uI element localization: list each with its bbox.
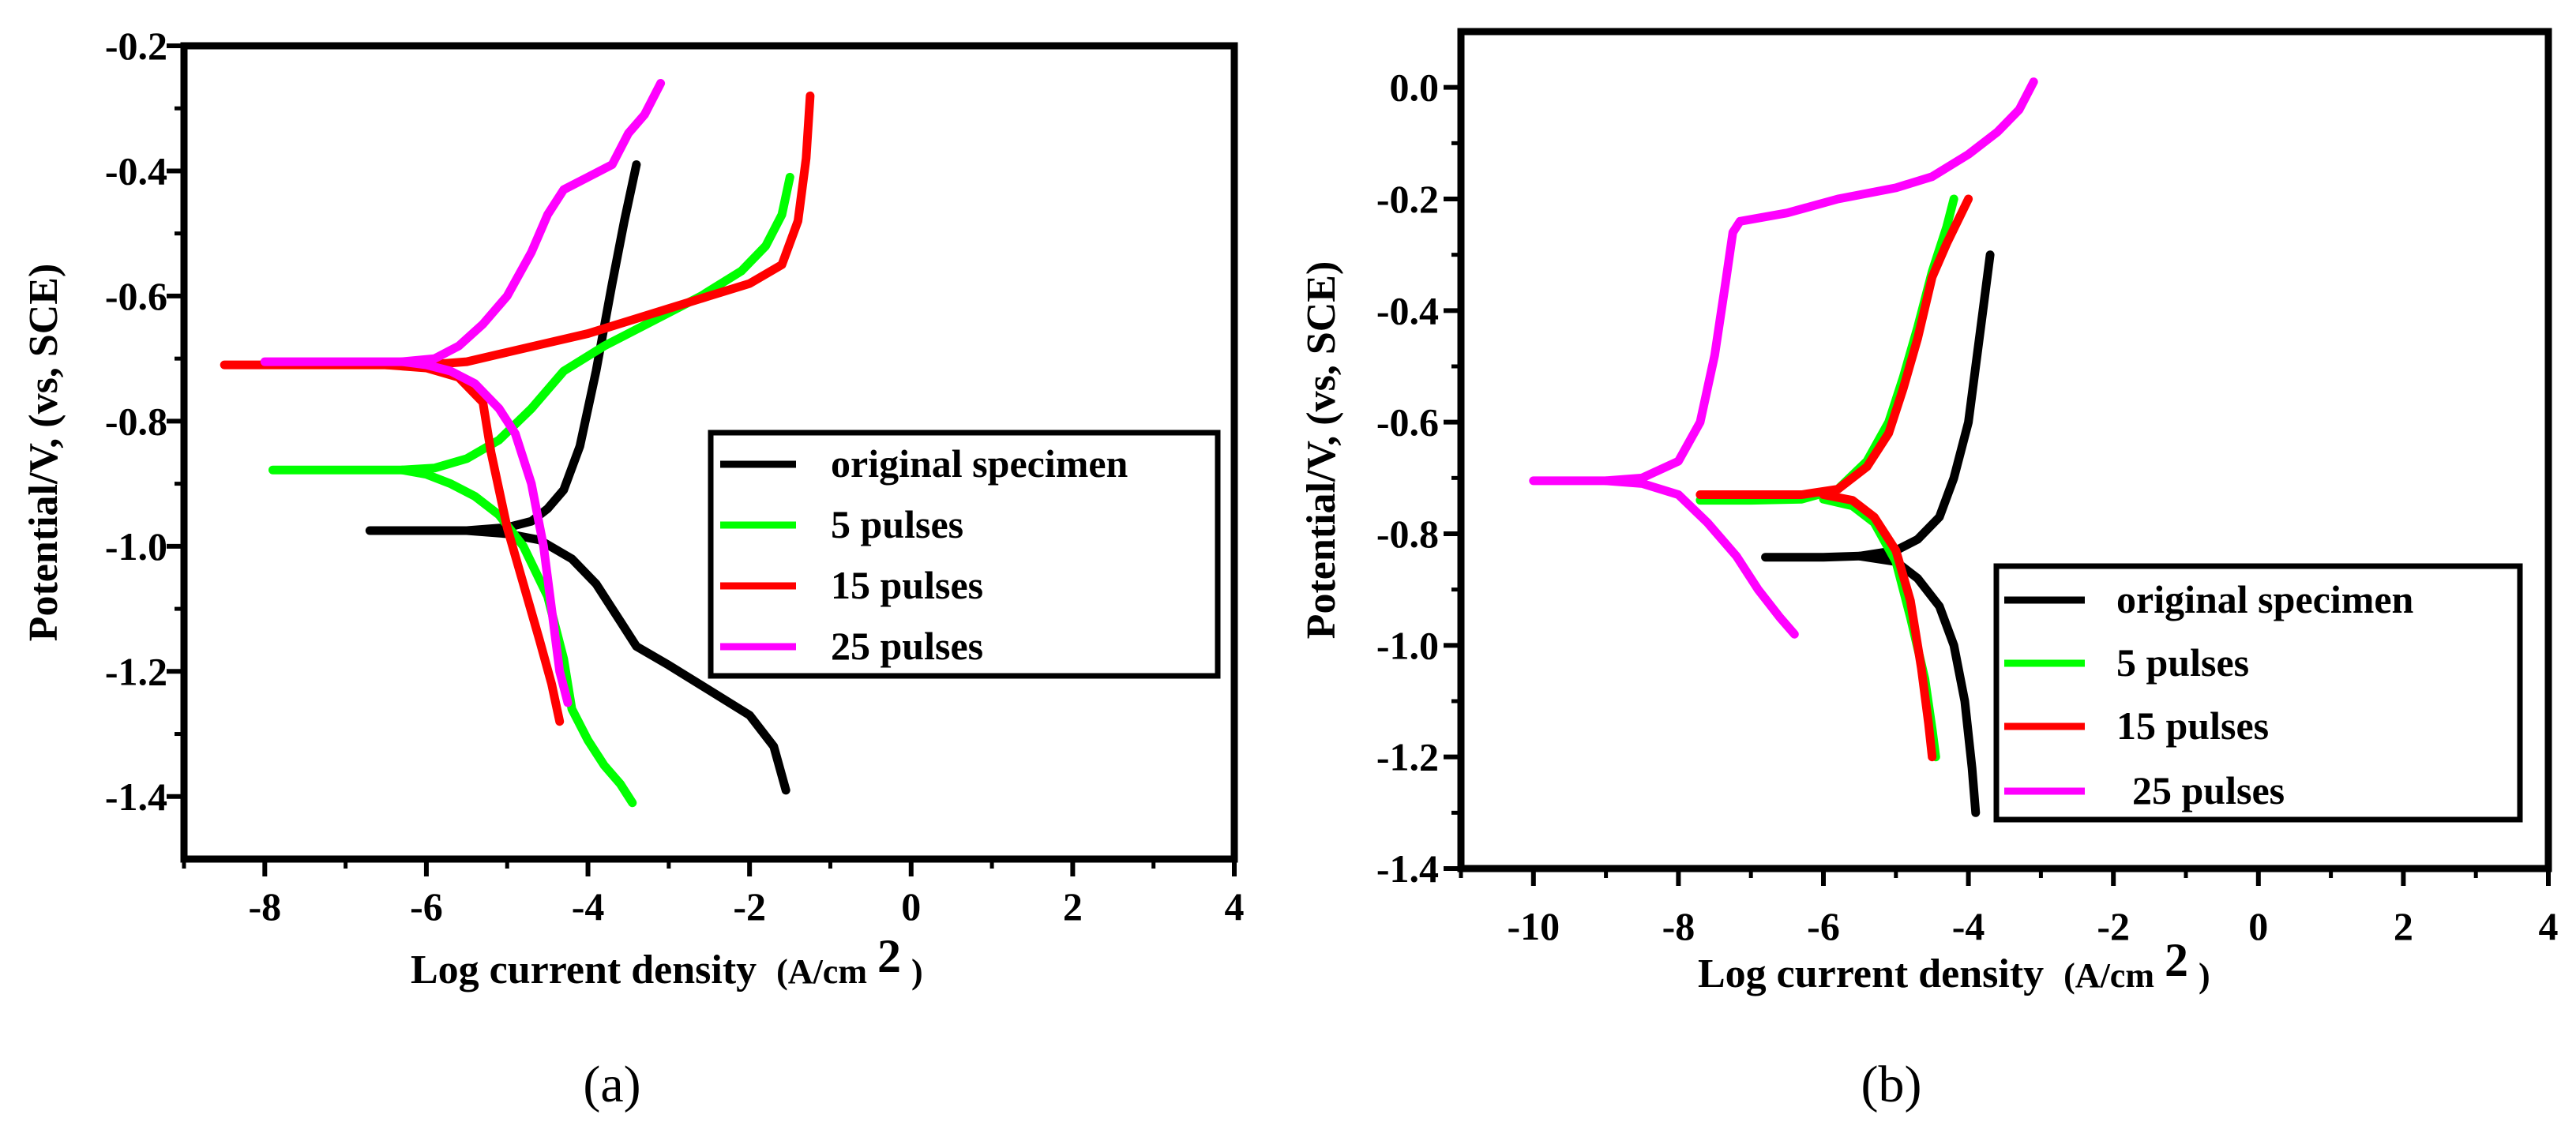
panel-a-series-original-specimen-anodic (365, 160, 641, 535)
legend-b-original: original specimen (2116, 577, 2414, 621)
panel-b-ytick-label: 0.0 (1390, 66, 1440, 110)
panel-b-label: (b) (1861, 1056, 1922, 1113)
panel-a-xtick-label: -8 (248, 884, 281, 929)
panel-a-ytick-label: -1.2 (105, 649, 167, 693)
panel-a-series-5-pulses-anodic (268, 172, 794, 475)
panel-b-series (1529, 77, 2038, 817)
panel-b-series-15-pulses-anodic (1695, 194, 1973, 499)
panel-a-label: (a) (583, 1056, 640, 1113)
panel-a-xlabel-main: Log current density (411, 948, 757, 993)
panel-b-series-25-pulses-cathodic (1602, 476, 1799, 639)
panel-a-ytick-label: -0.4 (105, 148, 167, 193)
panel-b-xlabel-close: ) (2199, 956, 2210, 995)
legend-b-25: 25 pulses (2132, 768, 2285, 812)
panel-a-xlabel-sup: 2 (877, 930, 901, 982)
panel-b-xlabel-unit: (A/cm (2063, 956, 2154, 995)
panel-b-series-15-pulses-cathodic (1819, 490, 1937, 762)
panel-b-xtick-label: 0 (2248, 904, 2268, 948)
panel-a-xtick-label: -6 (410, 884, 443, 929)
legend-b-15: 15 pulses (2116, 704, 2269, 748)
panel-b-series-original-specimen-anodic (1761, 250, 1995, 562)
panel-a-xtick-label: 0 (901, 884, 921, 929)
panel-a-legend: original specimen 5 pulses 15 pulses 25 … (708, 430, 1221, 679)
panel-a-ticks: -8 -6 -4 -2 0 2 4 -0.2 -0.4 -0.6 -0.8 -1.0 -1.2 -1.4 (105, 24, 1245, 929)
panel-a-series-5-pulses-cathodic (397, 465, 637, 808)
panel-a-xtick-label: 4 (1225, 884, 1245, 929)
panel-b-frame (1457, 28, 2552, 872)
panel-a-ytick-label: -0.2 (105, 24, 167, 68)
panel-b-ytick-label: -0.6 (1376, 400, 1439, 445)
panel-b-xtick-label: -4 (1952, 904, 1985, 948)
panel-b-xtick-label: 2 (2394, 904, 2413, 948)
panel-b-xtick-label: -6 (1807, 904, 1840, 948)
panel-b-xtick-label: 4 (2539, 904, 2559, 948)
panel-a-xtick-label: -4 (572, 884, 605, 929)
panel-a-ytick-label: -0.8 (105, 399, 167, 443)
legend-a-25: 25 pulses (831, 624, 983, 668)
panel-b-ytick-label: -1.2 (1376, 735, 1439, 779)
legend-a-original: original specimen (831, 441, 1128, 486)
panel-a-series-original-specimen-cathodic (462, 526, 790, 795)
legend-b-5: 5 pulses (2116, 640, 2249, 685)
panel-a-legend-box (708, 430, 1221, 679)
panel-a-xlabel: Log current density (A/cm 2 ) (411, 930, 923, 993)
panel-b-ytick-label: -0.4 (1376, 288, 1439, 332)
panel-a-ylabel: Potential/V, (vs, SCE) (21, 264, 66, 642)
panel-b-xlabel-sup: 2 (2165, 934, 2188, 986)
panel-a: -8 -6 -4 -2 0 2 4-0.2-0.4-0.6-0.8-1.0-1.2-1.4 … (21, 24, 1245, 1113)
panel-a-xtick-label: -2 (733, 884, 766, 929)
panel-a-series-15-pulses-anodic (220, 91, 815, 370)
panel-b-xtick-label: -8 (1662, 904, 1695, 948)
legend-a-15: 15 pulses (831, 563, 983, 607)
panel-b-ytick-label: -0.2 (1376, 177, 1439, 221)
panel-b-series-25-pulses-anodic (1529, 77, 2038, 486)
panel-b-ytick-label: -1.4 (1376, 846, 1439, 891)
panel-a-xlabel-close: ) (911, 952, 923, 991)
panel-b-xtick-label: -2 (2097, 904, 2130, 948)
panel-b: -10 -8 -6 -4 -2 0 2 4 0.0 -0.2 -0.4 -0.6 -0.8 -1.0 -1.… (1299, 28, 2559, 1113)
panel-b-ytick-label: -1.0 (1376, 623, 1439, 667)
legend-a-5: 5 pulses (831, 502, 963, 546)
panel-a-ytick-label: -1.0 (105, 524, 167, 568)
panel-a-series-25-pulses-cathodic (397, 357, 573, 707)
panel-a-frame (180, 42, 1238, 863)
panel-b-legend: original specimen 5 pulses 15 pulses 25 … (1993, 563, 2523, 823)
panel-a-xlabel-unit: (A/cm (776, 952, 867, 991)
panel-a-ytick-label: -1.4 (105, 775, 167, 819)
panel-a-series (220, 79, 815, 808)
panel-b-ylabel: Potential/V, (vs, SCE) (1299, 261, 1344, 640)
panel-a-ytick-label: -0.6 (105, 274, 167, 318)
panel-b-legend-box (1993, 563, 2523, 823)
panel-b-xlabel-main: Log current density (1698, 951, 2044, 996)
panel-b-ticks: -10 -8 -6 -4 -2 0 2 4 0.0 -0.2 -0.4 -0.6 -0.8 -1.0 -1.… (1376, 66, 2559, 948)
panel-b-ytick-label: -0.8 (1376, 512, 1439, 556)
panel-b-xlabel: Log current density (A/cm 2 ) (1698, 934, 2210, 996)
panel-b-series-original-specimen-cathodic (1855, 551, 1981, 817)
panel-b-xtick-label: -10 (1507, 904, 1560, 948)
panel-a-xtick-label: 2 (1063, 884, 1083, 929)
